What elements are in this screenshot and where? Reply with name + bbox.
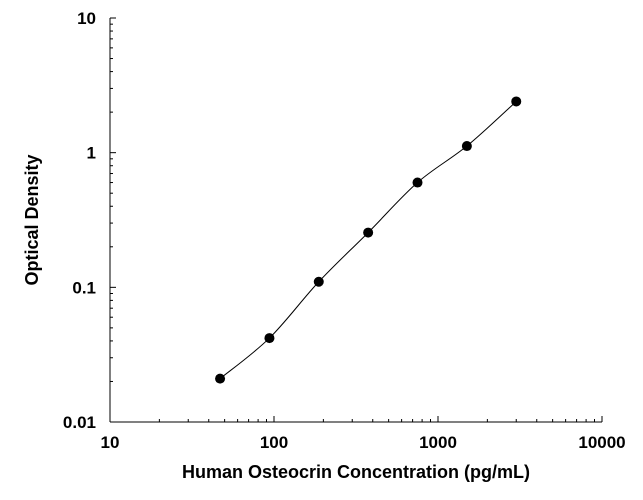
data-point bbox=[412, 177, 423, 188]
y-tick-label: 10 bbox=[77, 9, 96, 28]
fit-curve bbox=[219, 101, 517, 379]
axes bbox=[109, 18, 602, 423]
data-point bbox=[363, 227, 374, 238]
y-tick-label: 1 bbox=[87, 144, 96, 163]
x-tick-label: 100 bbox=[260, 433, 288, 452]
data-point bbox=[264, 333, 275, 344]
data-point bbox=[511, 96, 522, 107]
fit-curve-layer bbox=[219, 101, 517, 379]
y-tick-label: 0.01 bbox=[63, 413, 96, 432]
data-point bbox=[215, 373, 226, 384]
data-point bbox=[313, 276, 324, 287]
y-axis-title: Optical Density bbox=[22, 154, 42, 285]
x-tick-label: 10000 bbox=[578, 433, 625, 452]
y-tick-label: 0.1 bbox=[72, 278, 96, 297]
x-tick-label: 10 bbox=[101, 433, 120, 452]
data-point bbox=[461, 141, 472, 152]
ticks: 10 100 1000 10000 0.01 0.1 1 10 bbox=[63, 9, 626, 452]
data-points bbox=[215, 96, 522, 384]
x-axis-title: Human Osteocrin Concentration (pg/mL) bbox=[182, 462, 530, 482]
x-tick-label: 1000 bbox=[419, 433, 457, 452]
